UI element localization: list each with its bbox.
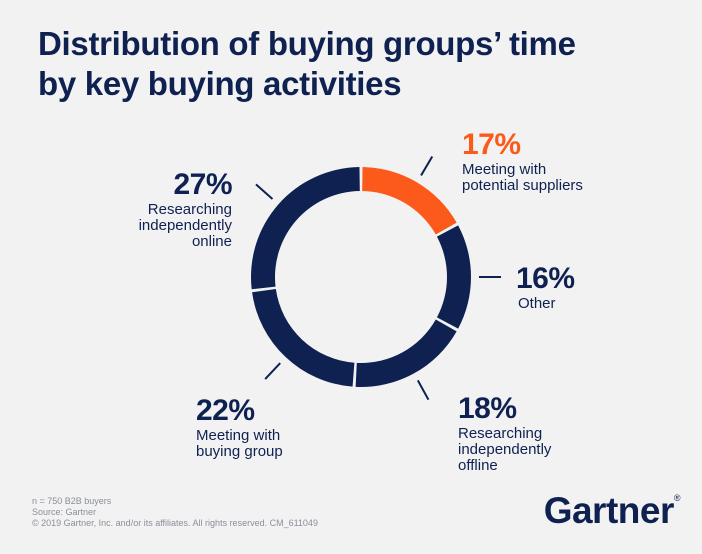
- leader-line: [264, 362, 281, 380]
- slice-label-meeting-buying-group: 22% Meeting with buying group: [196, 394, 283, 460]
- leader-line: [420, 155, 434, 176]
- footnote-source: Source: Gartner: [32, 507, 97, 517]
- slice-description: Other: [518, 296, 575, 312]
- slice-researching-offline: [355, 319, 457, 388]
- slice-percent: 17%: [462, 128, 521, 161]
- slice-label-researching-online: 27% Researching independently online: [118, 168, 233, 250]
- footnote: n = 750 B2B buyers Source: Gartner © 201…: [32, 496, 318, 529]
- slice-description: Meeting with potential suppliers: [462, 162, 583, 194]
- slice-description-line: potential suppliers: [462, 177, 583, 194]
- chart-title-line-1: Distribution of buying groups’ time: [38, 25, 576, 62]
- slice-description-line: independently: [458, 441, 552, 458]
- registered-mark: ®: [673, 493, 681, 503]
- slice-description-line: offline: [458, 457, 498, 474]
- slice-description-line: Other: [518, 295, 556, 312]
- slice-description-line: Researching: [147, 201, 232, 218]
- slice-meeting-suppliers: [362, 167, 457, 235]
- slice-percent: 16%: [516, 262, 575, 295]
- leader-line: [255, 183, 274, 200]
- slice-researching-online: [251, 167, 360, 290]
- logo-text: Gartner: [543, 490, 675, 531]
- slice-description-line: Meeting with: [196, 427, 281, 444]
- slice-label-other: 16% Other: [516, 262, 575, 312]
- slice-description-line: Meeting with: [462, 161, 547, 178]
- chart-title-line-2: by key buying activities: [38, 65, 402, 102]
- footnote-copyright: © 2019 Gartner, Inc. and/or its affiliat…: [32, 518, 318, 528]
- slice-percent: 22%: [196, 394, 255, 427]
- slice-description-line: buying group: [196, 443, 283, 460]
- slice-other: [436, 225, 471, 329]
- slice-description-line: independently: [138, 217, 232, 234]
- chart-title: Distribution of buying groups’ time by k…: [38, 24, 658, 104]
- slice-description: Meeting with buying group: [196, 428, 283, 460]
- slice-description: Researching independently online: [118, 202, 232, 250]
- gartner-logo: Gartner®: [543, 490, 681, 532]
- slice-meeting-buying-group: [252, 288, 355, 387]
- slice-percent: 18%: [458, 392, 517, 425]
- slice-description-line: online: [191, 233, 232, 250]
- leader-line: [416, 379, 430, 401]
- footnote-sample: n = 750 B2B buyers: [32, 496, 112, 506]
- slice-label-researching-offline: 18% Researching independently offline: [458, 392, 551, 474]
- slice-description-line: Researching: [458, 425, 543, 442]
- slice-percent: 27%: [173, 168, 232, 201]
- donut-chart: [251, 155, 501, 401]
- slice-label-meeting-suppliers: 17% Meeting with potential suppliers: [462, 128, 583, 194]
- slice-description: Researching independently offline: [458, 426, 551, 474]
